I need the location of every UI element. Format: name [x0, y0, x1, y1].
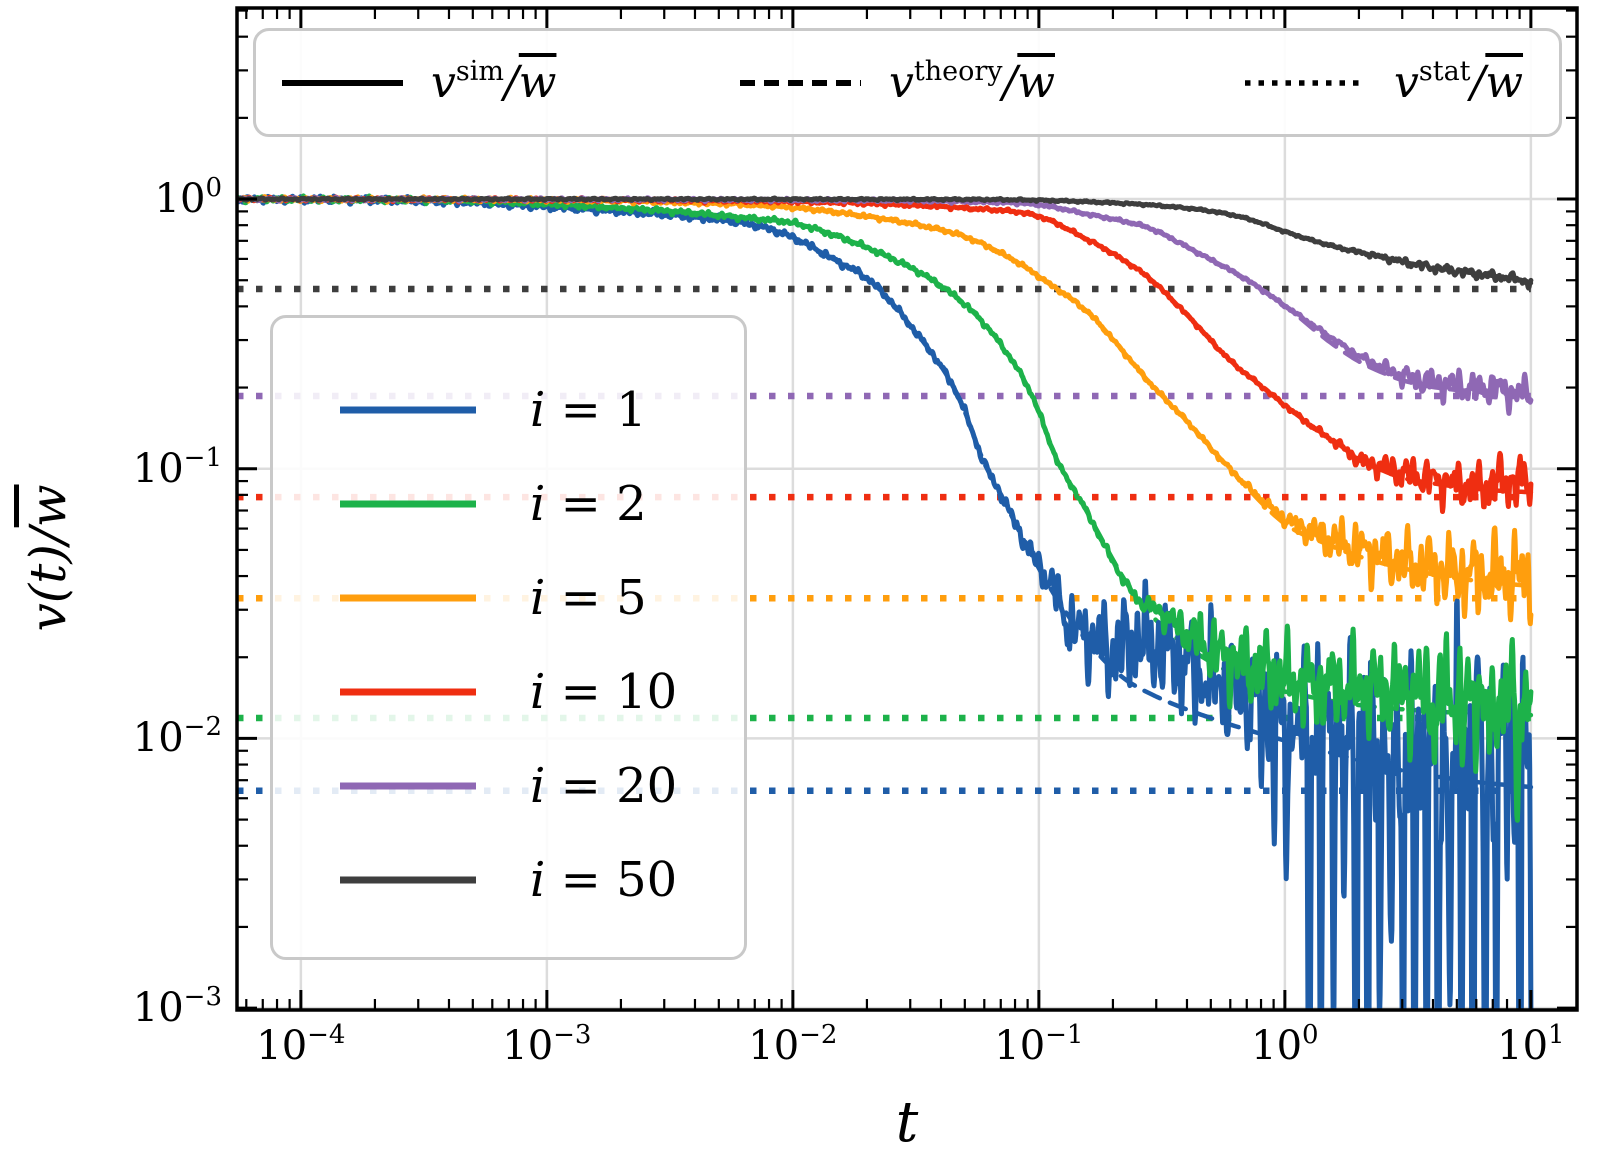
series-legend-label: i = 10 [530, 664, 678, 720]
sim-line-i50 [237, 195, 1534, 291]
plot-frame [235, 6, 1579, 1012]
series-legend-row-i2: i = 2 [273, 469, 744, 539]
solid-line-swatch [282, 79, 403, 86]
legend-entry-label: vsim/w [431, 56, 557, 108]
series-legend-label: i = 1 [530, 382, 647, 438]
y-tick-label-1e-1: 10−1 [132, 442, 222, 492]
axis-ticks [237, 8, 1577, 1010]
curves-layer [237, 193, 1534, 1010]
y-axis-title-wbar: w [19, 484, 77, 528]
series-legend-row-i50: i = 50 [273, 845, 744, 915]
legend-entry-label: vtheory/w [889, 56, 1055, 108]
series-color-swatch [340, 782, 476, 790]
legend-entry-label: vstat/w [1394, 56, 1524, 108]
series-color-swatch [340, 500, 476, 508]
theory-line-i50 [237, 196, 1534, 286]
y-tick-label-1e0: 100 [154, 172, 222, 223]
dashed-line-swatch [740, 79, 861, 86]
series-color-swatch [340, 594, 476, 602]
series-legend: i = 1 i = 2 i = 5 i = 10 i = 20 i = 50 [270, 315, 747, 960]
line-style-legend: vsim/w vtheory/w vstat/w [253, 28, 1562, 137]
series-legend-label: i = 2 [530, 476, 647, 532]
series-color-swatch [340, 406, 476, 414]
y-axis-title-text: v(t)/ [19, 527, 77, 632]
x-tick-label-1e1: 101 [1497, 1019, 1565, 1069]
y-axis-title: v(t)/w [19, 484, 77, 631]
legend-entry-sim: vsim/w [280, 31, 556, 134]
x-tick-label-1e-4: 10−4 [256, 1019, 346, 1069]
y-tick-label-1e-3: 10−3 [132, 982, 222, 1032]
series-legend-label: i = 50 [530, 852, 678, 908]
dotted-line-swatch [1245, 79, 1366, 86]
grid [237, 8, 1577, 1010]
x-axis-title: t [896, 1090, 919, 1155]
series-color-swatch [340, 688, 476, 696]
x-tick-label-1e-2: 10−2 [748, 1019, 838, 1069]
x-tick-label-1e-1: 10−1 [994, 1019, 1084, 1069]
series-legend-row-i20: i = 20 [273, 751, 744, 821]
y-tick-label-1e-2: 10−2 [132, 712, 222, 762]
series-color-swatch [340, 876, 476, 884]
series-legend-row-i10: i = 10 [273, 657, 744, 727]
x-tick-label-1e0: 100 [1251, 1019, 1319, 1069]
series-legend-row-i1: i = 1 [273, 375, 744, 445]
series-legend-label: i = 5 [530, 570, 647, 626]
series-legend-label: i = 20 [530, 758, 678, 814]
x-axis-title-text: t [895, 1090, 919, 1155]
legend-entry-theory: vtheory/w [738, 31, 1055, 134]
x-tick-label-1e-3: 10−3 [502, 1019, 592, 1069]
legend-entry-stat: vstat/w [1243, 31, 1523, 134]
series-legend-row-i5: i = 5 [273, 563, 744, 633]
